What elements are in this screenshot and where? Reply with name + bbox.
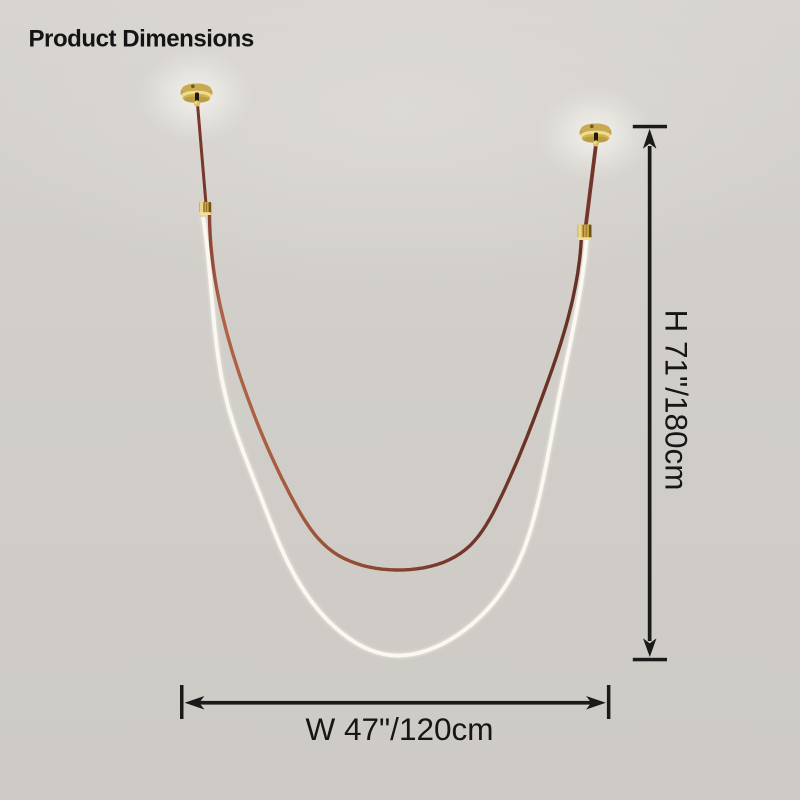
svg-text:Product Dimensions: Product Dimensions <box>29 26 254 53</box>
svg-text:H 71"/180cm: H 71"/180cm <box>659 309 695 490</box>
svg-text:W 47"/120cm: W 47"/120cm <box>305 711 493 747</box>
